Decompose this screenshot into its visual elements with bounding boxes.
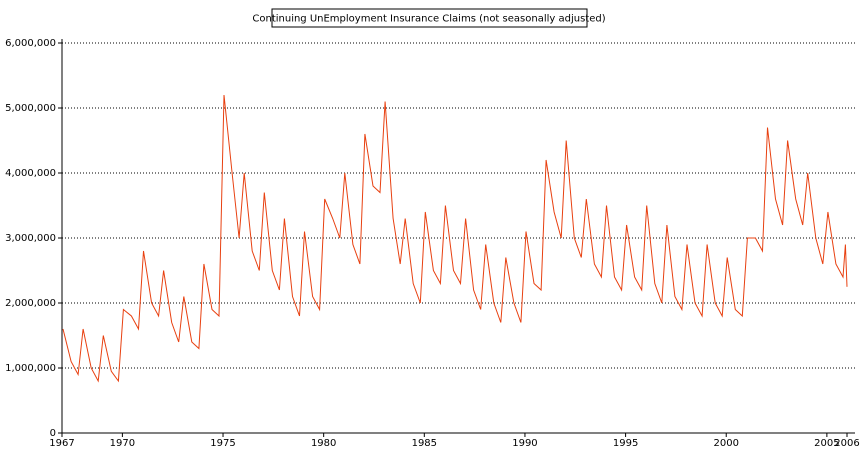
x-tick-label: 1985 [412, 438, 437, 449]
x-tick-label: 1970 [110, 438, 135, 449]
x-tick-label: 2006 [834, 438, 859, 449]
y-tick-label: 2,000,000 [5, 298, 56, 309]
x-tick-label: 1967 [49, 438, 74, 449]
y-tick-label: 0 [50, 428, 56, 439]
x-tick-label: 1980 [311, 438, 336, 449]
x-tick-label: 1975 [210, 438, 235, 449]
y-tick-label: 5,000,000 [5, 103, 56, 114]
x-tick-label: 1990 [512, 438, 537, 449]
y-tick-label: 4,000,000 [5, 168, 56, 179]
y-tick-label: 6,000,000 [5, 38, 56, 49]
title-box [271, 8, 588, 28]
y-tick-label: 3,000,000 [5, 233, 56, 244]
x-tick-label: 1995 [613, 438, 638, 449]
x-tick-label: 2000 [714, 438, 739, 449]
y-tick-label: 1,000,000 [5, 363, 56, 374]
data-line [62, 94, 848, 383]
x-tick-label: 2005 [814, 438, 839, 449]
chart-title: Continuing UnEmployment Insurance Claims… [252, 14, 605, 25]
